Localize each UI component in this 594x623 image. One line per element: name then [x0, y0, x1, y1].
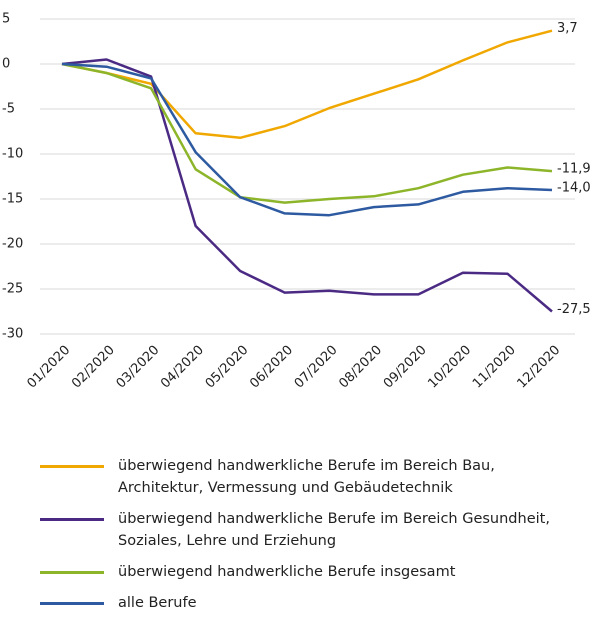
- legend-item: überwiegend handwerkliche Berufe im Bere…: [40, 508, 570, 552]
- legend-swatch: [40, 571, 104, 574]
- x-tick-label: 08/2020: [336, 343, 385, 392]
- series-line: [61, 62, 553, 204]
- legend-item: alle Berufe: [40, 592, 570, 614]
- x-tick-label: 12/2020: [515, 343, 564, 392]
- chart: -30 -25 -20 -15 -10 -5 0 5 01/202002/202003/2020…: [2, 12, 591, 392]
- legend-label: überwiegend handwerkliche Berufe im Bere…: [118, 458, 495, 496]
- series-line: [61, 29, 553, 140]
- x-tick-label: 05/2020: [203, 343, 252, 392]
- x-tick-label: 09/2020: [381, 343, 430, 392]
- y-tick-label: -10: [2, 147, 23, 162]
- y-tick-label: -20: [2, 237, 23, 252]
- legend-item: überwiegend handwerkliche Berufe insgesa…: [40, 561, 570, 583]
- legend-label: überwiegend handwerkliche Berufe im Bere…: [118, 511, 550, 549]
- x-tick-label: 03/2020: [114, 343, 163, 392]
- value-label: 3,7: [557, 21, 578, 36]
- x-tick-label: 01/2020: [25, 343, 74, 392]
- value-label: -27,5: [557, 302, 591, 317]
- x-tick-label: 04/2020: [158, 343, 207, 392]
- value-label: -11,9: [557, 162, 591, 177]
- y-tick-label: 0: [2, 57, 10, 72]
- y-tick-label: 5: [2, 12, 10, 27]
- y-tick-label: -5: [2, 102, 15, 117]
- y-tick-label: -15: [2, 192, 23, 207]
- x-tick-label: 06/2020: [247, 343, 296, 392]
- y-tick-label: -25: [2, 282, 23, 297]
- y-tick-label: -30: [2, 327, 23, 342]
- x-tick-label: 07/2020: [292, 343, 341, 392]
- legend-label: alle Berufe: [118, 595, 197, 611]
- legend-swatch: [40, 602, 104, 605]
- series-line: [61, 58, 553, 313]
- value-label: -14,0: [557, 181, 591, 196]
- legend-swatch: [40, 465, 104, 468]
- x-tick-label: 11/2020: [470, 343, 519, 392]
- legend-label: überwiegend handwerkliche Berufe insgesa…: [118, 564, 456, 580]
- legend: überwiegend handwerkliche Berufe im Bere…: [40, 455, 570, 623]
- legend-swatch: [40, 518, 104, 521]
- series-line: [61, 62, 553, 217]
- x-tick-label: 02/2020: [69, 343, 118, 392]
- legend-item: überwiegend handwerkliche Berufe im Bere…: [40, 455, 570, 499]
- x-tick-label: 10/2020: [425, 343, 474, 392]
- page: -30 -25 -20 -15 -10 -5 0 5 01/2020 02/2020 03/2020…: [2, 11, 591, 611]
